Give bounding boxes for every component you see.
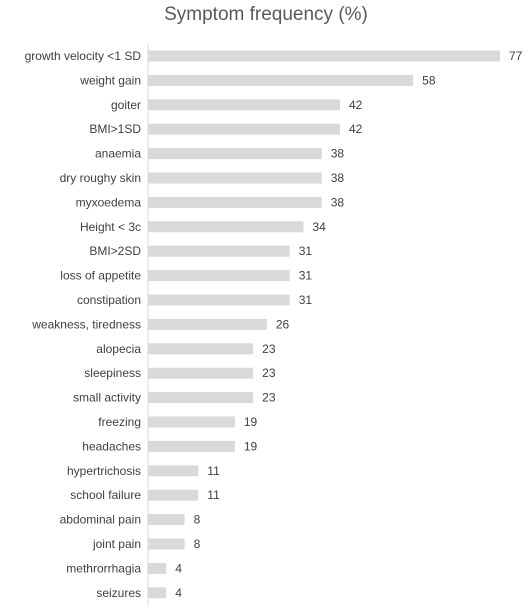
data-label: 19 bbox=[244, 415, 258, 429]
category-label: hypertrichosis bbox=[67, 464, 141, 478]
data-label: 31 bbox=[299, 269, 313, 283]
data-label: 11 bbox=[207, 488, 220, 502]
category-label: anaemia bbox=[95, 147, 141, 161]
bar bbox=[148, 343, 254, 355]
data-label: 8 bbox=[194, 537, 201, 551]
data-label: 58 bbox=[422, 73, 436, 87]
bar bbox=[148, 318, 267, 330]
bar bbox=[148, 294, 290, 306]
bar bbox=[148, 123, 340, 135]
data-label: 4 bbox=[175, 561, 182, 575]
data-label: 23 bbox=[262, 366, 276, 380]
bar bbox=[148, 587, 167, 599]
bar bbox=[148, 50, 500, 62]
category-label: abdominal pain bbox=[60, 513, 141, 527]
bar bbox=[148, 562, 167, 574]
bar bbox=[148, 221, 304, 233]
category-label: headaches bbox=[82, 439, 141, 453]
bar bbox=[148, 270, 290, 282]
category-label: sleepiness bbox=[84, 366, 141, 380]
bar bbox=[148, 74, 414, 86]
data-label: 19 bbox=[244, 439, 258, 453]
category-label: BMI>2SD bbox=[89, 244, 141, 258]
data-label: 31 bbox=[299, 293, 313, 307]
category-label: goiter bbox=[111, 98, 141, 112]
category-label: methrorrhagia bbox=[66, 561, 141, 575]
bar bbox=[148, 440, 235, 452]
bar bbox=[148, 172, 322, 184]
category-label: weakness, tiredness bbox=[31, 317, 141, 331]
category-label: BMI>1SD bbox=[89, 122, 141, 136]
data-label: 26 bbox=[276, 317, 290, 331]
data-label: 31 bbox=[299, 244, 313, 258]
data-label: 34 bbox=[312, 220, 326, 234]
bar bbox=[148, 538, 185, 550]
data-label: 77 bbox=[509, 49, 523, 63]
category-label: seizures bbox=[96, 586, 141, 600]
bar bbox=[148, 196, 322, 208]
category-label: school failure bbox=[70, 488, 141, 502]
bar bbox=[148, 148, 322, 160]
bar bbox=[148, 367, 254, 379]
data-label: 4 bbox=[175, 586, 182, 600]
data-label: 11 bbox=[207, 464, 220, 478]
bar bbox=[148, 489, 199, 501]
category-label: joint pain bbox=[92, 537, 141, 551]
bar bbox=[148, 465, 199, 477]
category-label: loss of appetite bbox=[60, 269, 141, 283]
category-label: small activity bbox=[73, 391, 141, 405]
chart-title: Symptom frequency (%) bbox=[164, 4, 368, 25]
category-label: alopecia bbox=[96, 342, 141, 356]
category-label: freezing bbox=[98, 415, 141, 429]
bar bbox=[148, 416, 235, 428]
category-label: growth velocity <1 SD bbox=[25, 49, 142, 63]
data-label: 42 bbox=[349, 122, 363, 136]
category-label: myxoedema bbox=[76, 195, 142, 209]
category-label: constipation bbox=[77, 293, 141, 307]
data-label: 23 bbox=[262, 391, 276, 405]
data-label: 38 bbox=[331, 171, 345, 185]
data-label: 8 bbox=[194, 513, 201, 527]
data-label: 23 bbox=[262, 342, 276, 356]
category-label: Height < 3c bbox=[80, 220, 141, 234]
category-label: weight gain bbox=[79, 73, 141, 87]
category-label: dry roughy skin bbox=[60, 171, 141, 185]
bar bbox=[148, 514, 185, 526]
data-label: 38 bbox=[331, 195, 345, 209]
data-label: 38 bbox=[331, 147, 345, 161]
bar bbox=[148, 245, 290, 257]
bar bbox=[148, 99, 340, 111]
bar bbox=[148, 392, 254, 404]
data-label: 42 bbox=[349, 98, 363, 112]
